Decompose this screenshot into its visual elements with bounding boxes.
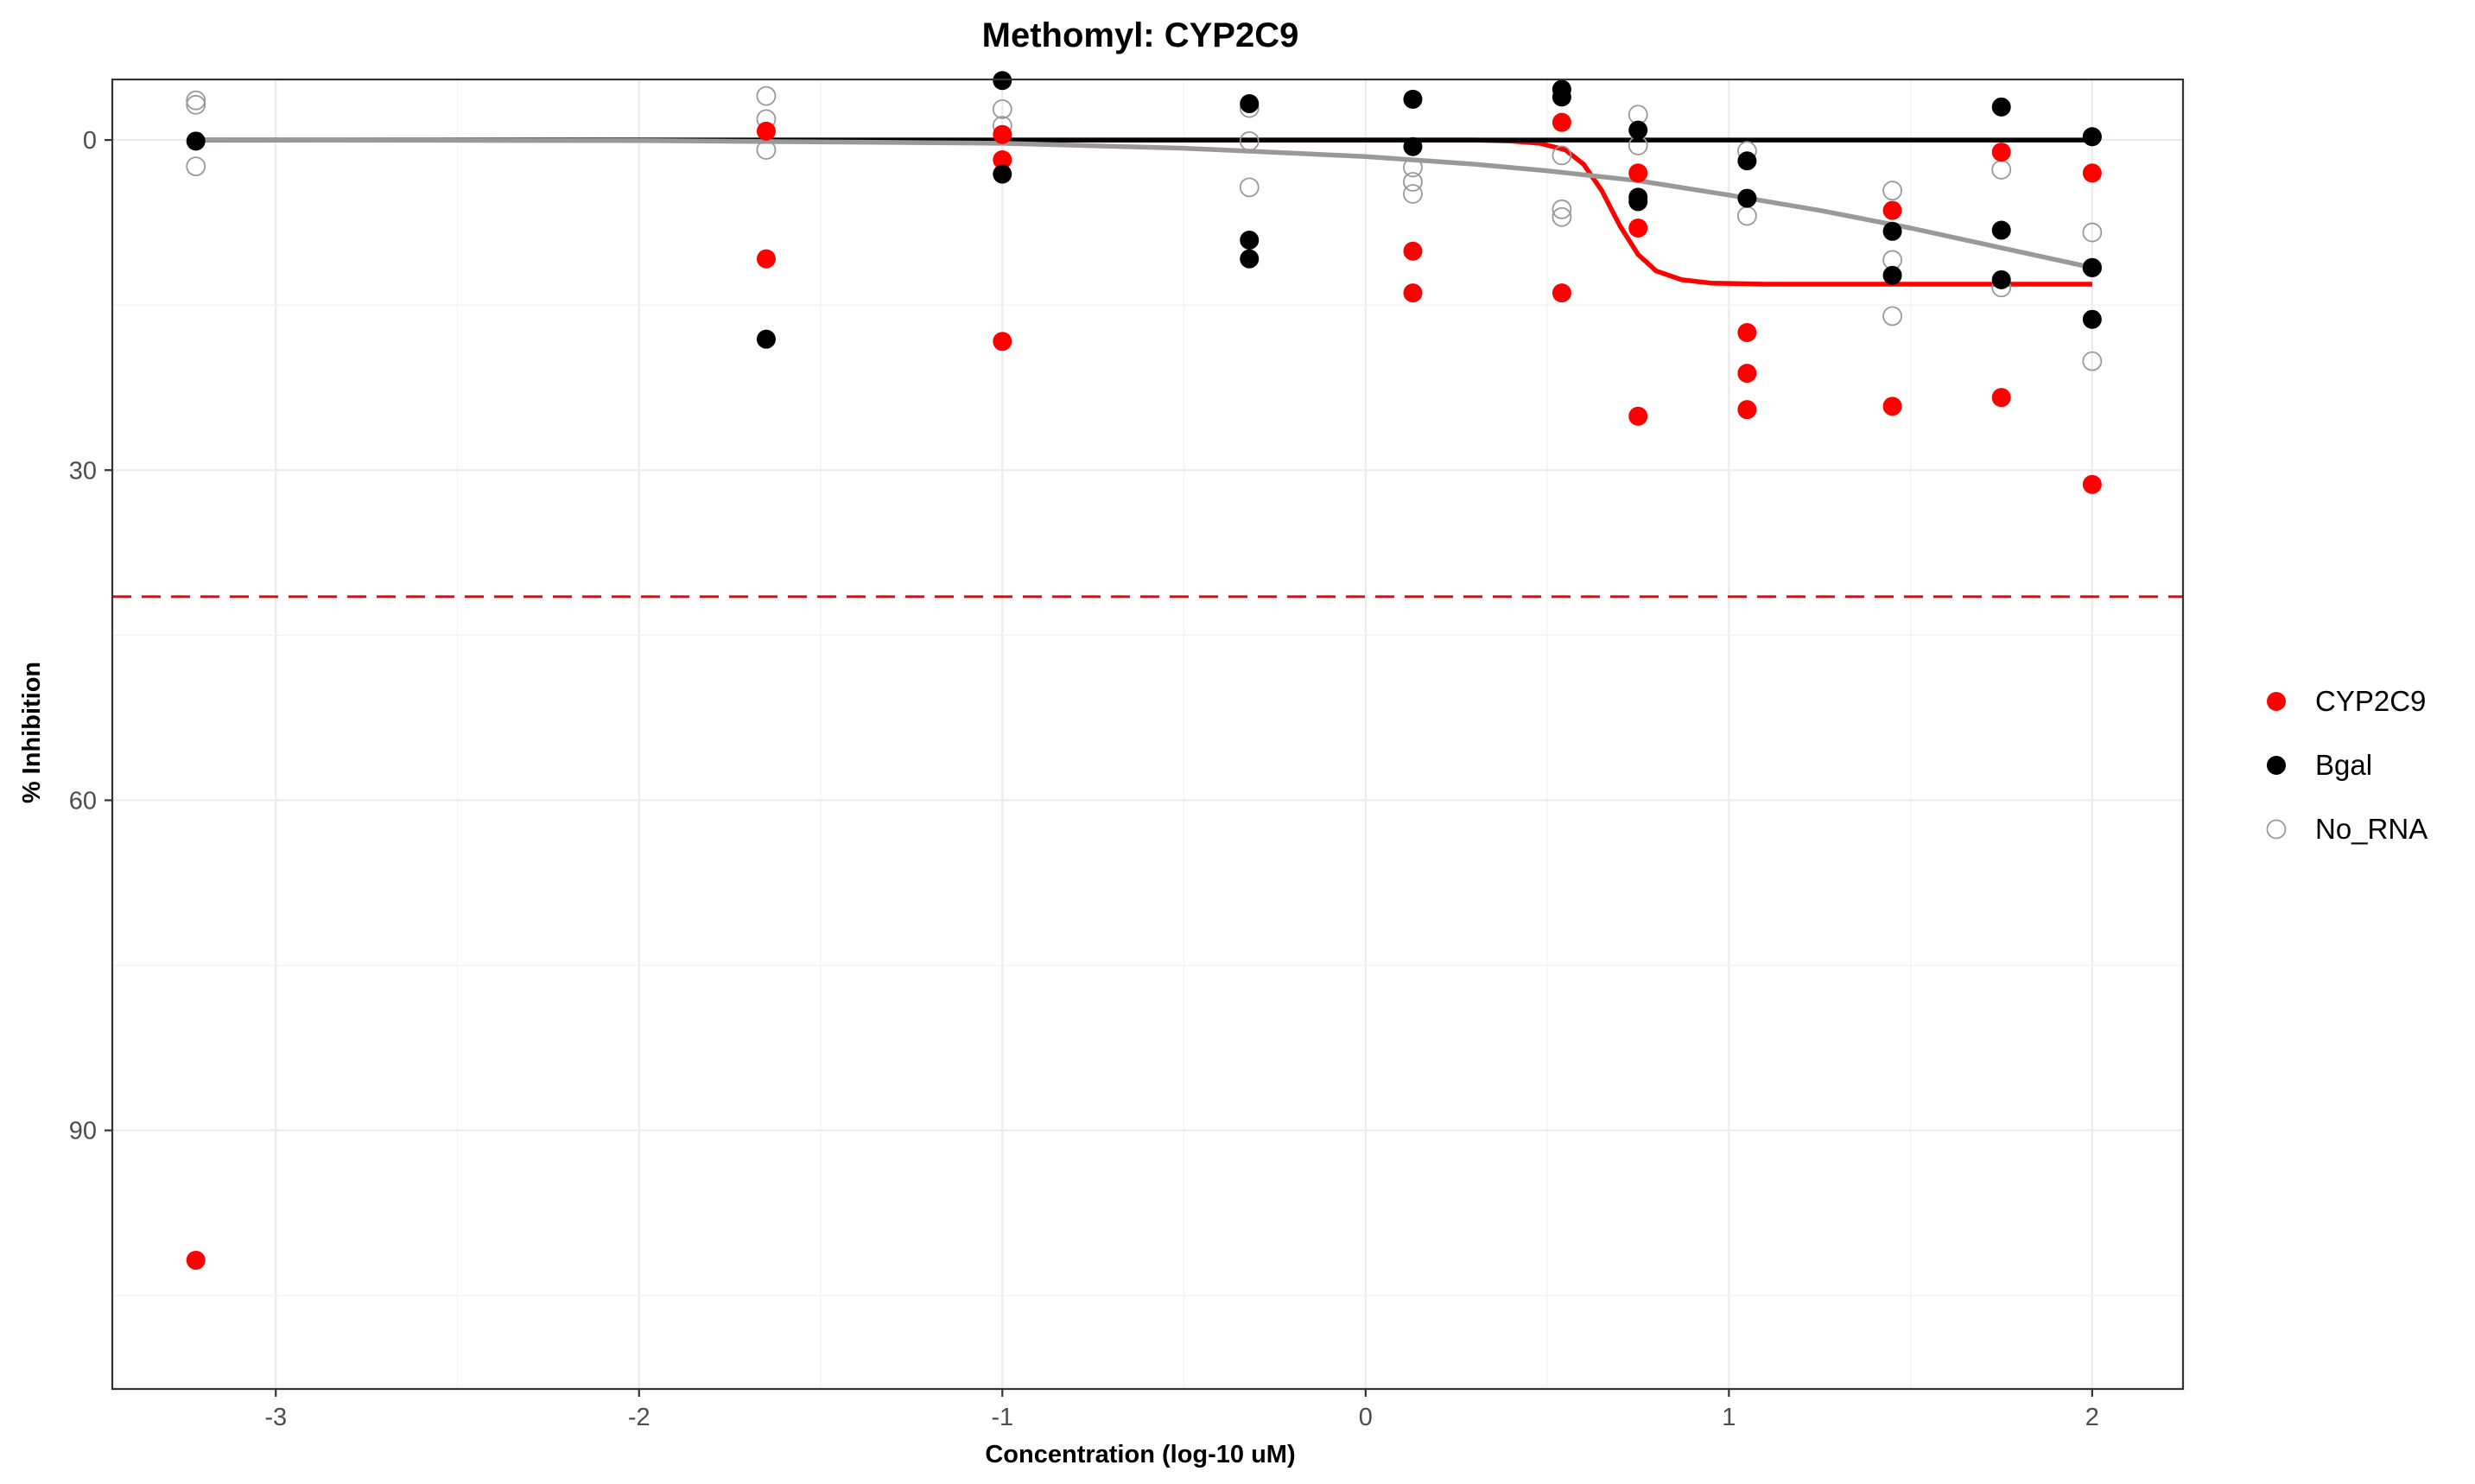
axes: -3 -2 -1 0 1 2 0 30 60 90 [69,127,2099,1431]
data-point-bgal [993,164,1012,184]
data-point-cyp2c9 [186,1250,206,1270]
data-point-cyp2c9 [1882,200,1902,220]
data-point-bgal [1737,188,1757,208]
data-point-no-rna [2082,222,2103,243]
data-point-no-rna [1552,206,1572,227]
data-point-bgal [2082,127,2102,147]
data-point-no-rna [1403,157,1423,178]
data-point-cyp2c9 [2082,474,2102,494]
x-tick-label: -1 [991,1404,1013,1431]
data-point-cyp2c9 [1737,364,1757,384]
data-point-bgal [1991,270,2011,289]
data-point-no-rna [1882,306,1902,327]
y-tick-label: 60 [69,787,97,815]
data-point-cyp2c9 [1403,283,1423,303]
data-point-bgal [1882,265,1902,285]
data-point-no-rna [1552,199,1572,219]
data-point-bgal [1628,120,1648,140]
data-point-no-rna [1403,172,1423,192]
data-point-bgal [1628,192,1648,212]
data-point-cyp2c9 [1991,388,2011,408]
data-point-bgal [2082,257,2102,277]
data-point-no-rna [1403,184,1423,204]
y-tick-label: 30 [69,457,97,485]
x-tick-label: -3 [264,1404,287,1431]
data-point-bgal [1403,136,1423,156]
legend-key-no-rna [2266,819,2287,840]
legend-label-no-rna: No_RNA [2315,813,2427,845]
data-point-no-rna [186,156,206,177]
data-point-no-rna [756,86,777,106]
data-point-no-rna [2082,351,2103,371]
data-point-cyp2c9 [993,124,1012,144]
data-point-cyp2c9 [1628,406,1648,426]
data-point-bgal [1240,94,1260,114]
legend-label-bgal: Bgal [2315,749,2372,781]
data-point-cyp2c9 [1991,143,2011,162]
data-point-bgal [993,71,1012,91]
data-point-cyp2c9 [2082,163,2102,183]
legend: CYP2C9 Bgal No_RNA [2266,685,2427,845]
data-point-bgal [1991,97,2011,117]
chart-title: Methomyl: CYP2C9 [982,16,1299,54]
data-point-bgal [1240,249,1260,269]
y-axis-label: % Inhibition [18,662,46,803]
data-point-no-rna [1552,145,1572,166]
data-point-bgal [1882,221,1902,241]
data-point-no-rna [1882,181,1902,201]
data-point-bgal [186,131,206,151]
data-point-cyp2c9 [1737,400,1757,420]
data-point-cyp2c9 [1628,218,1648,238]
data-point-no-rna [1239,130,1260,151]
data-point-no-rna [992,98,1012,119]
x-tick-label: 1 [1722,1404,1736,1431]
x-tick-label: -2 [628,1404,650,1431]
data-points [186,71,2103,1270]
legend-key-cyp2c9 [2267,692,2286,711]
data-point-bgal [756,329,776,349]
plot-panel-border [111,78,2185,1391]
data-point-bgal [1240,230,1260,250]
data-point-bgal [1403,89,1423,109]
data-point-cyp2c9 [1552,112,1571,132]
legend-label-cyp2c9: CYP2C9 [2315,685,2426,717]
y-tick-label: 90 [69,1118,97,1145]
x-tick-label: 0 [1359,1404,1373,1431]
data-point-no-rna [186,90,206,111]
data-point-bgal [1737,151,1757,171]
data-point-no-rna [756,140,777,160]
data-point-cyp2c9 [993,149,1012,169]
data-point-cyp2c9 [756,121,776,141]
data-point-bgal [2082,309,2102,329]
data-point-cyp2c9 [1552,283,1571,303]
data-point-bgal [1552,87,1571,107]
legend-key-bgal [2267,756,2286,775]
data-point-cyp2c9 [756,249,776,269]
data-point-no-rna [1239,177,1260,198]
data-point-cyp2c9 [1882,396,1902,416]
x-axis-label: Concentration (log-10 uM) [985,1441,1295,1468]
data-point-no-rna [186,94,206,115]
data-point-cyp2c9 [1737,323,1757,343]
data-point-cyp2c9 [993,332,1012,352]
data-point-cyp2c9 [1403,241,1423,261]
data-point-bgal [1991,220,2011,240]
data-point-cyp2c9 [1628,163,1648,183]
y-tick-label: 0 [83,127,97,155]
x-tick-label: 2 [2085,1404,2099,1431]
